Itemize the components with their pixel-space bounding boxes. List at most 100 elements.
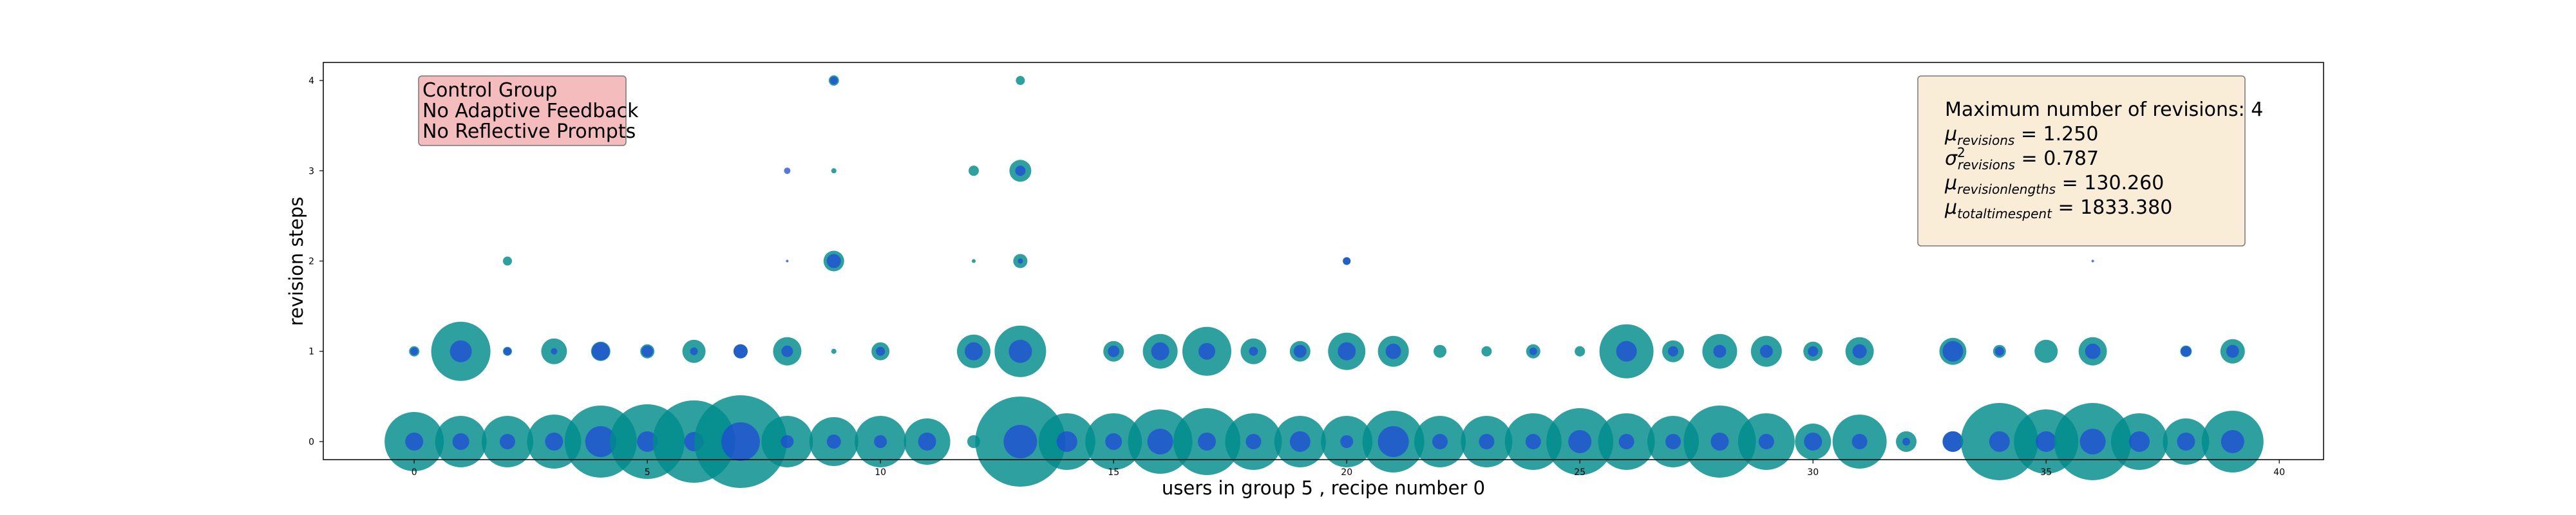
y-axis-ticks: 0 1 2 3 4	[308, 76, 323, 447]
bubble-inner-x20-y2	[1343, 257, 1351, 265]
bubble-inner-x36-y1	[2085, 343, 2101, 359]
stat-max-revisions: Maximum number of revisions: 4	[1945, 98, 2263, 121]
bubble-inner-x4-y0	[585, 426, 616, 457]
bubble-inner-x10-y1	[876, 346, 886, 356]
bubble-inner-x13-y0	[1003, 424, 1037, 458]
y-tick-label-1: 1	[308, 347, 314, 357]
annotation-left-line-1: Control Group	[422, 79, 557, 102]
x-axis-ticks: 0 5 10 15 20 25 30 35 40	[412, 460, 2285, 478]
bubble-inner-x39-y0	[2221, 429, 2244, 453]
bubble-inner-x24-y0	[1525, 433, 1541, 449]
bubble-inner-x18-y0	[1245, 433, 1262, 449]
annotation-right: Maximum number of revisions: 4 μrevision…	[1917, 75, 2263, 247]
annotation-left-box	[418, 75, 627, 146]
bubble-inner-x31-y0	[1852, 433, 1868, 449]
x-tick-label-5: 5	[645, 467, 650, 478]
bubble-inner-x26-y1	[1616, 341, 1637, 362]
bubble-outer-x2-y2	[502, 256, 512, 266]
bubble-inner-x35-y0	[2036, 431, 2057, 452]
bubble-inner-x32-y0	[1902, 437, 1911, 445]
x-axis-label: users in group 5 , recipe number 0	[1162, 477, 1485, 499]
bubble-outer-x23-y1	[1481, 346, 1492, 357]
bubble-outer-x25-y1	[1575, 346, 1586, 357]
bubble-inner-x28-y0	[1710, 432, 1729, 451]
bubble-inner-x15-y0	[1105, 433, 1122, 450]
bubble-inner-x30-y0	[1804, 432, 1823, 451]
stat-mean-total-time: μtotaltimespent = 1833.380	[1944, 196, 2172, 221]
bubble-inner-x1-y0	[452, 433, 469, 450]
bubble-inner-x7-y0	[721, 422, 760, 461]
bubble-inner-x20-y0	[1340, 435, 1354, 448]
annotation-right-box	[1917, 75, 2246, 247]
annotation-left: Control Group No Adaptive Feedback No Re…	[418, 75, 639, 146]
bubble-inner-x34-y1	[1994, 346, 2004, 356]
bubble-outer-x35-y1	[2034, 339, 2058, 363]
bubble-inner-x29-y1	[1759, 344, 1773, 358]
bubble-outer-x22-y1	[1434, 344, 1447, 358]
y-tick-label-4: 4	[308, 76, 314, 86]
stat-variance-revisions: σ2 revisions = 0.787	[1945, 145, 2099, 173]
bubble-inner-x39-y1	[2226, 344, 2239, 358]
bubble-inner-x19-y1	[1293, 344, 1307, 358]
bubble-inner-x6-y1	[690, 347, 698, 355]
bubble-inner-x34-y0	[1989, 431, 2010, 452]
bubble-inner-x14-y0	[1056, 431, 1077, 452]
bubble-inner-x38-y1	[2181, 346, 2192, 357]
bubble-layer	[384, 75, 2264, 488]
bubble-inner-x19-y0	[1289, 431, 1311, 452]
bubble-inner-x3-y1	[551, 348, 558, 355]
stat-mean-revisions: μrevisions = 1.250	[1944, 123, 2098, 148]
bubble-inner-x21-y1	[1385, 343, 1401, 359]
bubble-outer-x9-y1	[831, 348, 837, 354]
bubble-inner-x5-y1	[641, 345, 654, 357]
bubble-inner-x27-y0	[1665, 433, 1681, 449]
bubble-outer-x9-y3	[831, 168, 837, 174]
bubble-inner-x2-y1	[503, 347, 511, 355]
bubble-inner-x37-y0	[2129, 431, 2150, 452]
bubble-inner-x13-y2	[1018, 258, 1023, 264]
x-tick-label-0: 0	[412, 467, 417, 478]
bubble-inner-x21-y0	[1378, 426, 1409, 457]
bubble-inner-x16-y1	[1151, 342, 1170, 360]
bubble-inner-x20-y1	[1338, 342, 1356, 360]
bubble-inner-x23-y0	[1479, 433, 1495, 449]
bubble-inner-x0-y1	[410, 347, 419, 355]
x-tick-label-25: 25	[1574, 467, 1586, 478]
bubble-inner-x12-y1	[964, 342, 983, 360]
bubble-inner-x33-y1	[1942, 341, 1964, 362]
y-tick-label-0: 0	[308, 437, 314, 447]
bubble-inner-x22-y0	[1432, 433, 1448, 449]
bubble-inner-x7-y1	[733, 344, 748, 359]
bubble-inner-x15-y1	[1108, 345, 1120, 357]
bubble-inner-x1-y1	[450, 340, 472, 362]
bubble-inner-x0-y0	[405, 432, 424, 451]
x-tick-label-40: 40	[2273, 467, 2285, 478]
bubble-inner-x31-y1	[1852, 344, 1867, 359]
bubble-inner-x3-y0	[545, 432, 564, 451]
bubble-inner-x18-y1	[1249, 346, 1258, 356]
bubble-inner-x13-y3	[1015, 165, 1026, 176]
bubble-inner-x16-y0	[1147, 428, 1173, 454]
y-axis-label: revision steps	[285, 197, 307, 326]
y-tick-label-3: 3	[308, 166, 314, 176]
x-tick-label-20: 20	[1341, 467, 1352, 478]
bubble-inner-x29-y0	[1758, 433, 1774, 449]
bubble-inner-x26-y0	[1618, 433, 1634, 449]
bubble-inner-x30-y1	[1808, 346, 1819, 357]
bubble-inner-x38-y0	[2177, 432, 2195, 451]
bubble-outer-x12-y3	[968, 165, 979, 176]
bubble-inner-x5-y0	[637, 431, 658, 452]
stat-mean-revision-lengths: μrevisionlengths = 130.260	[1944, 172, 2164, 197]
bubble-inner-x2-y0	[499, 433, 515, 449]
x-tick-label-35: 35	[2040, 467, 2052, 478]
bubble-inner-x8-y1	[781, 345, 793, 357]
bubble-inner-x8-y2	[786, 259, 789, 263]
bubble-inner-x27-y1	[1668, 346, 1679, 357]
y-tick-label-2: 2	[308, 257, 314, 267]
bubble-inner-x9-y4	[829, 77, 838, 85]
bubble-inner-x17-y0	[1197, 432, 1216, 451]
bubble-inner-x36-y2	[2091, 259, 2094, 263]
x-tick-label-15: 15	[1108, 467, 1119, 478]
bubble-inner-x10-y0	[874, 435, 887, 448]
